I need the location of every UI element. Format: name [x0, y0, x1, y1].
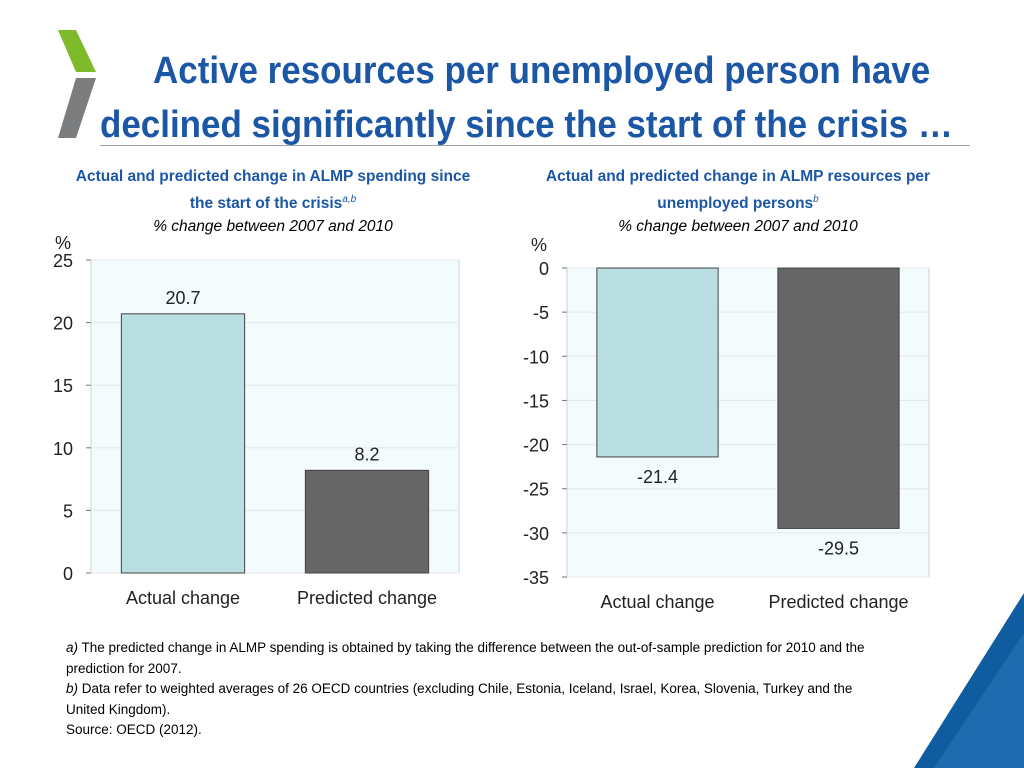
right-chart-bar-actual [596, 267, 719, 458]
logo-green-chevron-left [58, 30, 96, 72]
logo-grey-chevron-left [58, 78, 96, 138]
left-chart-y-tick-label: 0 [63, 564, 73, 584]
left-chart-heading: Actual and predicted change in ALMP spen… [58, 165, 488, 238]
footnote-a: a) The predicted change in ALMP spending… [66, 638, 886, 679]
right-chart-title-line-2: unemployed persons [657, 195, 814, 213]
left-chart-bar-predicted [304, 469, 430, 574]
left-chart-x-tick-label: Predicted change [297, 588, 437, 608]
footnote-b: b) Data refer to weighted averages of 26… [66, 679, 886, 720]
right-chart-subtitle: % change between 2007 and 2010 [618, 218, 858, 236]
right-chart-title-footnote-marker: b [813, 194, 819, 205]
right-chart-y-tick-label: -35 [523, 568, 549, 588]
footnote-a-text: The predicted change in ALMP spending is… [66, 640, 865, 676]
left-chart-bar-actual [120, 313, 246, 574]
footnote-b-marker: b) [66, 681, 79, 696]
left-chart-y-tick-label: 25 [53, 251, 73, 271]
right-chart-y-tick-label: -20 [523, 436, 549, 456]
right-chart-y-axis-label: % [531, 235, 547, 255]
right-chart-y-tick-label: 0 [539, 259, 549, 279]
slide-title: Active resources per unemployed person h… [100, 44, 953, 152]
footnote-b-text: Data refer to weighted averages of 26 OE… [66, 681, 853, 717]
right-chart-title-line-1: Actual and predicted change in ALMP reso… [545, 168, 931, 185]
footnote-a-marker: a) [66, 640, 79, 655]
left-chart-x-tick-label: Actual change [126, 588, 240, 608]
left-chart-data-label: 20.7 [165, 288, 200, 308]
right-chart-y-tick-label: -15 [523, 391, 549, 411]
footnote-source: Source: OECD (2012). [66, 722, 202, 737]
left-chart-y-tick-label: 15 [53, 376, 73, 396]
left-chart-y-tick-label: 5 [63, 501, 73, 521]
oecd-logo [58, 30, 96, 138]
right-chart-data-label: -29.5 [818, 538, 859, 558]
right-chart-y-tick-label: -25 [523, 480, 549, 500]
right-chart-x-tick-label: Predicted change [768, 592, 908, 612]
right-chart-title-line-2-wrap: unemployed personsb [528, 188, 948, 215]
slide-title-line-2: declined significantly since the start o… [100, 104, 953, 146]
footnotes: a) The predicted change in ALMP spending… [66, 638, 886, 741]
left-chart-y-axis-label: % [55, 233, 71, 253]
left-chart-title-line-2-wrap: the start of the crisisa,b [58, 188, 488, 215]
left-chart-y-tick-label: 10 [53, 439, 73, 459]
left-chart-title-line-2: the start of the crisis [189, 195, 343, 213]
right-chart-x-tick-label: Actual change [600, 592, 714, 612]
right-chart-bar-predicted [777, 267, 900, 529]
left-chart-title-footnote-marker: a,b [342, 194, 357, 205]
right-chart-y-tick-label: -30 [523, 524, 549, 544]
left-chart-data-label: 8.2 [354, 444, 379, 464]
title-divider [100, 145, 970, 146]
right-chart-data-label: -21.4 [637, 467, 678, 487]
left-chart-title-line-1: Actual and predicted change in ALMP spen… [75, 168, 471, 185]
corner-decoration [914, 593, 1024, 768]
right-chart-y-tick-label: -10 [523, 347, 549, 367]
right-chart-heading: Actual and predicted change in ALMP reso… [528, 165, 948, 238]
left-chart-subtitle: % change between 2007 and 2010 [153, 218, 393, 236]
slide-title-line-1: Active resources per unemployed person h… [153, 50, 931, 92]
right-chart-y-tick-label: -5 [533, 303, 549, 323]
left-chart-y-tick-label: 20 [53, 314, 73, 334]
